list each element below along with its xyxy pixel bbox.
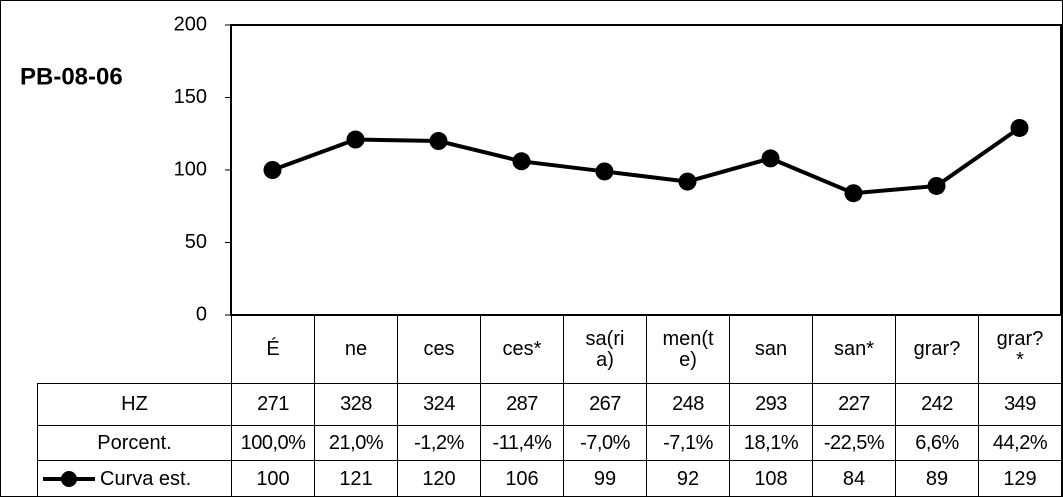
table-value: -11,4% [480, 425, 564, 461]
row-label: Porcent. [37, 425, 232, 461]
data-point [927, 176, 946, 195]
table-value: -7,1% [646, 425, 730, 461]
chart-title: PB-08-06 [20, 63, 123, 90]
data-point [678, 172, 697, 191]
x-tick-label: ces [397, 315, 481, 384]
table-value: 108 [729, 460, 813, 497]
x-tick-label: san* [812, 315, 896, 384]
table-value: 328 [314, 383, 398, 426]
table-value: 248 [646, 383, 730, 426]
data-point [844, 184, 863, 203]
y-tick-label: 100 [174, 158, 207, 180]
table-value: 100,0% [231, 425, 315, 461]
legend-label: Curva est. [100, 467, 192, 490]
table-value: 121 [314, 460, 398, 497]
plot-area [230, 24, 1062, 316]
table-value: 84 [812, 460, 896, 497]
table-value: 99 [563, 460, 647, 497]
table-value: 44,2% [978, 425, 1062, 461]
table-value: 92 [646, 460, 730, 497]
table-value: 6,6% [895, 425, 979, 461]
x-tick-label: san [729, 315, 813, 384]
data-point [1010, 118, 1029, 137]
table-value: 287 [480, 383, 564, 426]
x-tick-label: grar? [895, 315, 979, 384]
x-tick-label: É [231, 315, 315, 384]
y-tick-label: 50 [185, 231, 207, 253]
table-value: 293 [729, 383, 813, 426]
table-value: 324 [397, 383, 481, 426]
y-tick-label: 0 [196, 303, 207, 325]
table-value: -1,2% [397, 425, 481, 461]
table-value: -7,0% [563, 425, 647, 461]
data-point [263, 161, 282, 179]
row-label: Curva est. [37, 460, 232, 497]
x-tick-label: ces* [480, 315, 564, 384]
data-point [595, 162, 614, 181]
table-value: 89 [895, 460, 979, 497]
table-value: 129 [978, 460, 1062, 497]
table-value: 349 [978, 383, 1062, 426]
series-line [271, 126, 1021, 196]
data-point [761, 149, 780, 168]
y-tick-label: 200 [174, 13, 207, 35]
x-tick-label: grar?* [978, 315, 1062, 384]
table-value: 120 [397, 460, 481, 497]
row-label: HZ [37, 383, 232, 426]
data-point [512, 152, 531, 171]
x-tick-label: sa(ria) [563, 315, 647, 384]
x-tick-label: ne [314, 315, 398, 384]
table-value: 21,0% [314, 425, 398, 461]
table-value: 18,1% [729, 425, 813, 461]
table-value: 227 [812, 383, 896, 426]
data-point [346, 130, 365, 149]
table-value: 271 [231, 383, 315, 426]
y-tick-label: 150 [174, 86, 207, 108]
table-value: -22,5% [812, 425, 896, 461]
data-point [429, 132, 448, 150]
table-value: 100 [231, 460, 315, 497]
table-value: 267 [563, 383, 647, 426]
table-value: 242 [895, 383, 979, 426]
x-tick-label: men(te) [646, 315, 730, 384]
table-value: 106 [480, 460, 564, 497]
